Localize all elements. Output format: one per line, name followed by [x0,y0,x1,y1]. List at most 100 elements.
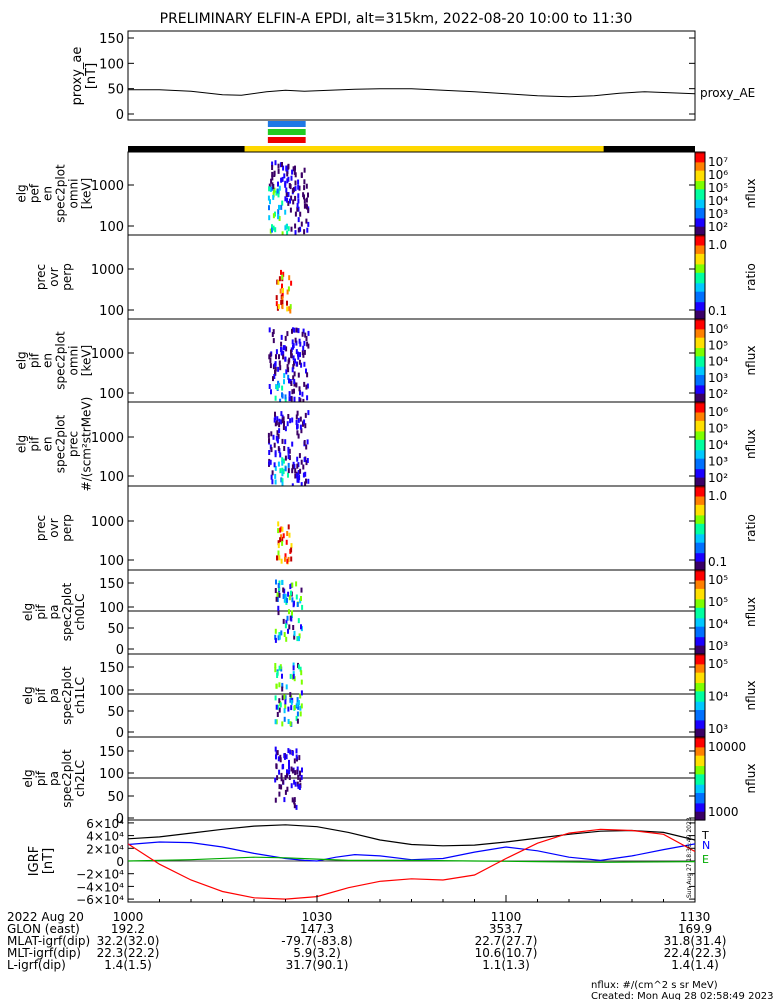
ylabel-line: pef [28,183,42,203]
spectrogram-cell [288,595,291,601]
spectrogram-cell [288,448,291,454]
spectrogram-cell [281,162,283,167]
spectrogram-cell [278,634,281,640]
spectrogram-cell [292,461,295,467]
spectrogram-cell [277,168,280,174]
spectrogram-cell [280,526,283,532]
colorbar-step [695,285,705,289]
colorbar-step [695,337,705,341]
spectrogram-cell [303,381,306,387]
ylabel-line: [keV] [80,178,94,209]
colorbar-step [695,705,705,709]
colorbar-step [695,425,705,428]
spectrogram-cell [276,430,279,436]
colorbar-title: nflux [744,597,758,627]
spectrogram-cell [272,376,274,382]
spectrogram-cell [278,382,281,388]
spectrogram-cell [278,682,281,688]
colorbar-step [695,237,705,240]
colorbar-step [695,210,705,213]
spectrogram-cell [276,437,279,443]
spectrogram-cell [288,532,291,538]
spectrogram-cell [278,216,281,221]
spectrogram-cell [282,533,285,539]
spec-tick-label: 1000 [91,515,124,530]
status-bar-blue [267,121,306,127]
spec-tick-label: 1000 [91,263,124,278]
spectrogram-cell [297,184,300,190]
spectrogram-cell [281,438,284,444]
colorbar-step [695,446,705,449]
spectrogram-cell [293,630,296,636]
spectrogram-cell [295,715,298,721]
spectrogram-cell [295,414,298,420]
colorbar-step [695,593,705,596]
spectrogram-cell [290,543,293,549]
colorbar-step [695,253,705,257]
colorbar-label: 10⁵ [708,595,728,609]
colorbar-step [695,160,705,163]
colorbar-label: 10000 [708,740,746,754]
spectrogram-cell [270,474,273,480]
colorbar-step [695,761,705,765]
spectrogram-cell [279,664,282,670]
colorbar-step [695,335,705,339]
spectrogram-cell [295,382,298,388]
spectrogram-cell [281,467,284,473]
orbit-cell: 1100 [491,910,522,924]
spectrogram-cell [305,460,308,466]
colorbar-step [695,540,705,544]
spectrogram-cell [282,587,285,593]
spectrogram-cell [302,345,305,351]
ylabel-line: en [41,353,55,368]
colorbar-step [695,310,705,314]
spectrogram-cell [287,472,289,478]
spec-ylabel: elgpifenspec2plotomni[keV] [15,331,94,390]
spectrogram-cell [289,207,292,213]
spectrogram-cell [294,165,296,171]
colorbar-step [695,525,705,529]
colorbar-step [695,689,705,692]
colorbar-step [695,214,705,217]
colorbar-step [695,295,705,299]
colorbar-step [695,483,705,487]
colorbar-step [695,743,705,746]
spectrogram-cell [278,632,281,637]
spectrogram-cell [296,602,299,607]
igrf-ylabel: IGRF[nT] [27,846,56,876]
spectrogram-cell [284,553,287,559]
colorbar-step [695,345,705,349]
spectrogram-cell [268,186,271,192]
spectrogram-cell [282,354,285,360]
colorbar-label: 10⁴ [708,438,728,452]
colorbar-step [695,420,705,424]
spectrogram-cell [296,410,299,416]
colorbar-step [695,465,705,468]
spectrogram-cell [293,396,296,402]
spectrogram-cell [300,679,303,685]
spectrogram-cell [287,176,290,182]
colorbar-step [695,597,705,600]
colorbar-title: ratio [744,514,758,542]
colorbar-step [695,622,705,626]
spectrogram-cell [303,167,306,173]
spectrogram-cell [288,275,291,281]
ae-legend: proxy_AE [700,86,755,100]
colorbar: 1.0 0.1 ratio [694,485,758,571]
spectrogram-cell [273,462,276,468]
spectrogram-cell [287,706,290,712]
spectrogram-cell [304,471,307,477]
ylabel-line: ch1LC [73,677,87,714]
spectrogram-cell [299,424,302,430]
spectrogram-cell [275,719,278,725]
spectrogram-cell [271,171,274,177]
spectrogram-cell [299,398,302,404]
colorbar-step [695,580,705,584]
spectrogram-cell [274,637,277,643]
spectrogram-cell [303,440,306,445]
spectrogram-cell [284,394,287,400]
colorbar-step [695,433,705,437]
colorbar-step [695,687,705,690]
spectrogram-cell [307,343,310,349]
